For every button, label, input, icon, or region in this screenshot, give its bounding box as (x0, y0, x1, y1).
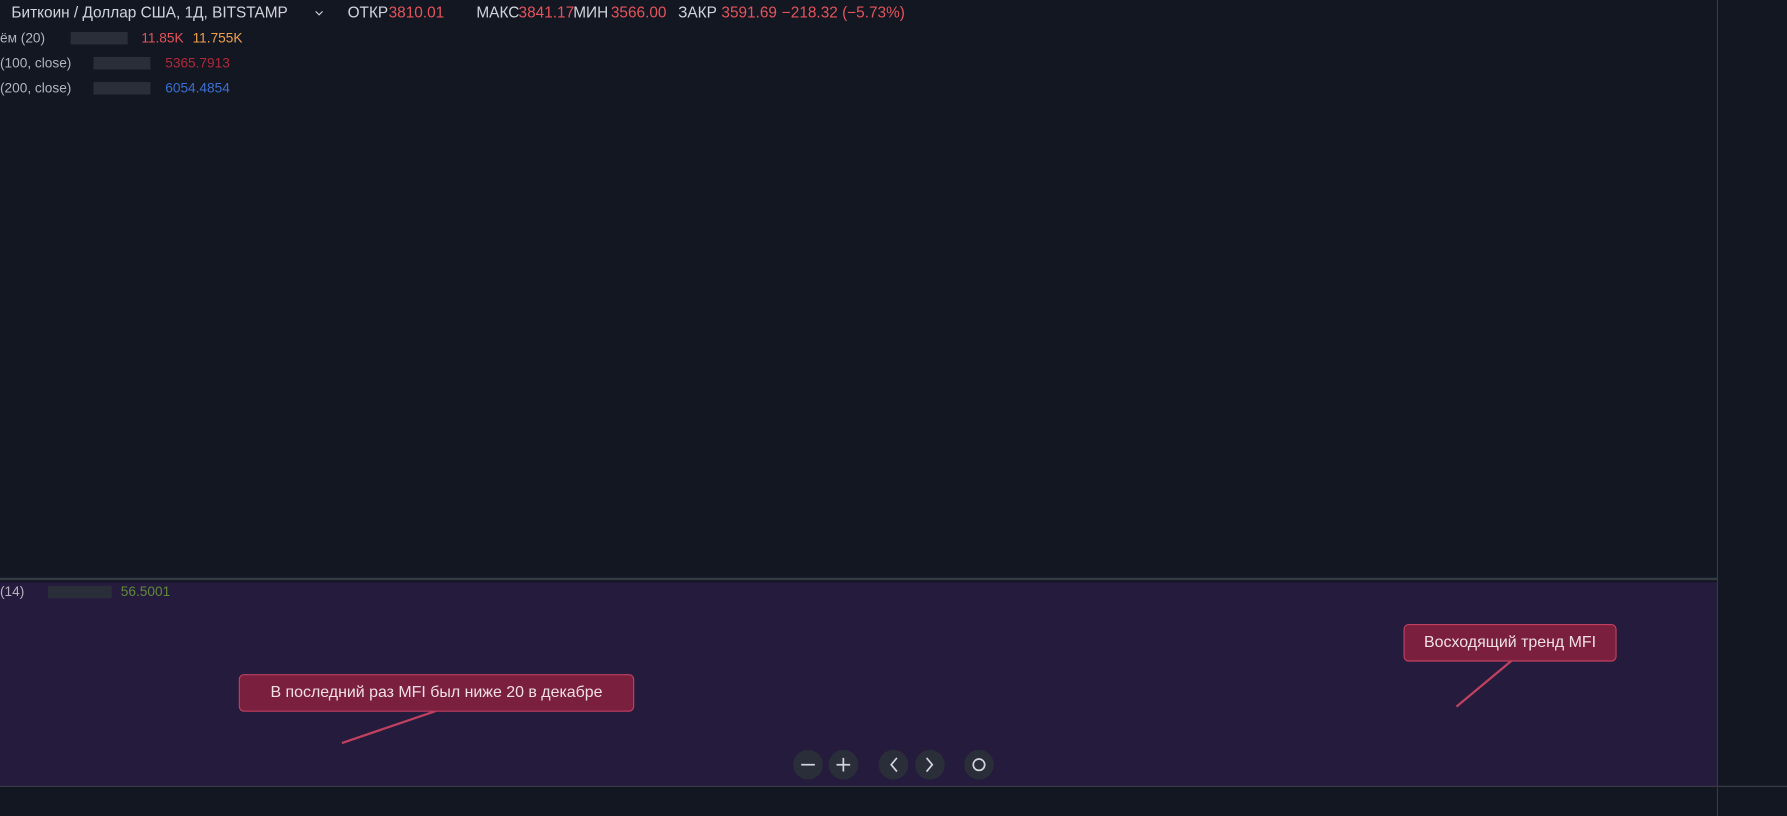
reset-button[interactable] (964, 749, 994, 780)
indicator-buttons[interactable] (47, 585, 112, 599)
legend-header: Биткоин / Доллар США, 1Д, BITSTAMP ОТКР … (0, 5, 905, 599)
callout: В последний раз MFI был ниже 20 в декабр… (238, 674, 635, 745)
annotation-text: В последний раз MFI был ниже 20 в декабр… (270, 684, 602, 701)
chevron (315, 10, 323, 16)
zoom-out-button[interactable] (793, 749, 823, 780)
close-label: ЗАКР (678, 5, 717, 22)
change-value: −218.32 (−5.73%) (782, 5, 905, 22)
scroll-left-button[interactable] (878, 749, 909, 780)
indicator-value: 5365.7913 (165, 55, 230, 70)
nav-buttons (793, 749, 994, 780)
zoom-in-button[interactable] (828, 749, 859, 780)
indicator-value: 6054.4854 (165, 81, 230, 96)
indicator-name: ём (20) (0, 30, 45, 45)
open-value: 3810.01 (389, 5, 445, 22)
annotation-text: Восходящий тренд MFI (1424, 634, 1596, 651)
low-value: 3566.00 (611, 5, 667, 22)
high-value: 3841.17 (519, 5, 575, 22)
indicator-buttons[interactable] (70, 31, 128, 45)
close-value: 3591.69 (721, 5, 777, 22)
symbol-title[interactable]: Биткоин / Доллар США, 1Д, BITSTAMP (11, 5, 287, 22)
scroll-right-button[interactable] (915, 749, 945, 780)
low-label: МИН (573, 5, 608, 22)
open-label: ОТКР (348, 5, 389, 22)
indicator-name: (200, close) (0, 81, 71, 96)
indicator-value: 11.85K (141, 30, 183, 45)
callout: Восходящий тренд MFI (1403, 623, 1617, 708)
high-label: МАКС (476, 5, 519, 22)
indicator-buttons[interactable] (93, 82, 151, 95)
indicator-name: (14) (0, 584, 24, 599)
indicator-value: 11.755K (193, 30, 243, 45)
indicator-value: 56.5001 (121, 584, 170, 599)
indicator-buttons[interactable] (93, 56, 151, 70)
indicator-name: (100, close) (0, 55, 71, 70)
